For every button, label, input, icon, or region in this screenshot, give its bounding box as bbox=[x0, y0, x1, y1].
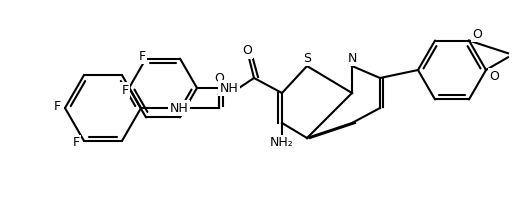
Text: O: O bbox=[489, 70, 499, 83]
Text: F: F bbox=[72, 137, 80, 149]
Text: F: F bbox=[53, 100, 61, 113]
Text: O: O bbox=[242, 44, 252, 57]
Text: F: F bbox=[138, 50, 146, 63]
Text: S: S bbox=[303, 51, 311, 65]
Text: O: O bbox=[472, 28, 482, 41]
Text: NH: NH bbox=[220, 81, 238, 95]
Text: F: F bbox=[121, 84, 128, 97]
Text: NH₂: NH₂ bbox=[270, 137, 294, 149]
Text: NH: NH bbox=[169, 102, 188, 114]
Text: O: O bbox=[214, 73, 224, 86]
Text: N: N bbox=[347, 51, 357, 65]
